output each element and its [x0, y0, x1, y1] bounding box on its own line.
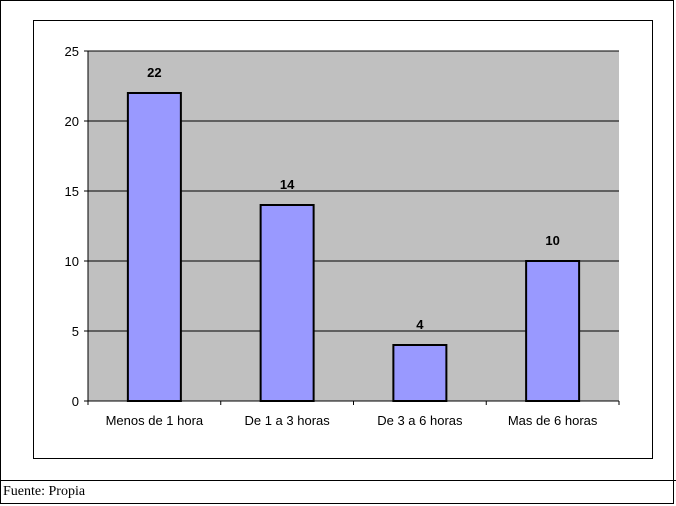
x-tick-label: Mas de 6 horas — [508, 413, 598, 428]
bar — [392, 344, 448, 402]
bar — [525, 260, 581, 402]
y-tick-label: 0 — [72, 394, 79, 409]
data-label: 10 — [545, 233, 559, 248]
x-tick-label: Menos de 1 hora — [106, 413, 204, 428]
y-tick-label: 15 — [65, 184, 79, 199]
data-label: 14 — [280, 177, 295, 192]
source-note: Fuente: Propia — [3, 484, 86, 499]
bar — [126, 92, 182, 402]
frame-divider — [0, 480, 676, 481]
bar — [259, 204, 315, 402]
y-tick-label: 10 — [65, 254, 79, 269]
x-tick-label: De 1 a 3 horas — [244, 413, 330, 428]
y-tick-label: 5 — [72, 324, 79, 339]
y-tick-label: 25 — [65, 44, 79, 59]
y-tick-label: 20 — [65, 114, 79, 129]
data-label: 4 — [416, 317, 424, 332]
data-label: 22 — [147, 65, 161, 80]
x-tick-label: De 3 a 6 horas — [377, 413, 463, 428]
